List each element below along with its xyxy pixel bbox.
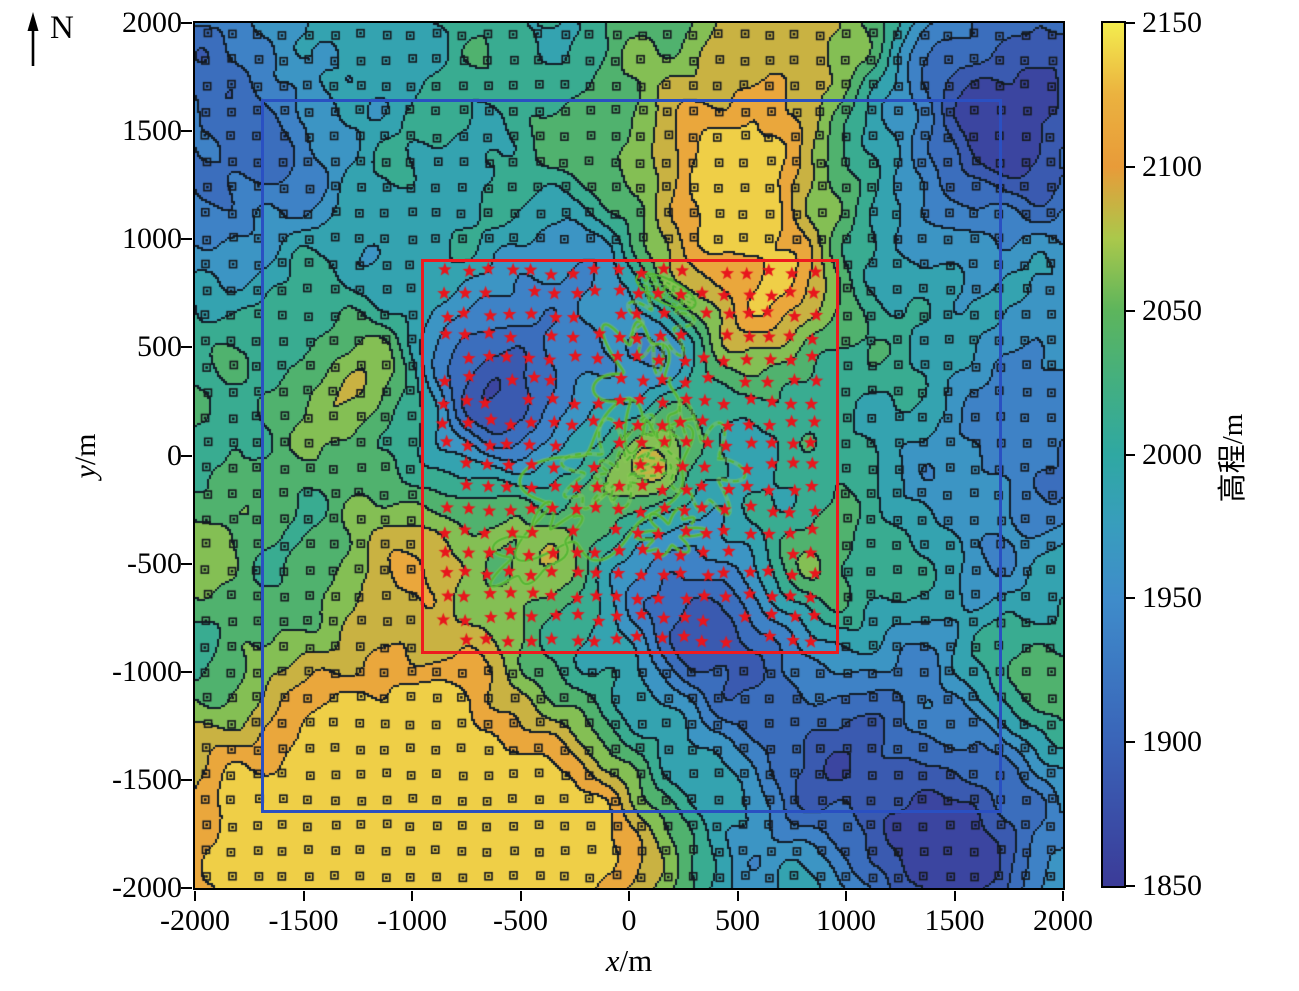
x-tick-label: -1500: [268, 904, 339, 937]
y-tick-mark: [181, 887, 192, 889]
plot-area: [193, 21, 1065, 890]
colorbar-tick-label: 1900: [1142, 725, 1202, 759]
x-tick-mark: [194, 891, 196, 901]
y-tick-label: 500: [137, 330, 182, 364]
x-tick-label: -500: [493, 904, 548, 937]
colorbar-tick-label: 2000: [1142, 437, 1202, 471]
colorbar-tick-mark: [1125, 453, 1135, 456]
x-tick-mark: [628, 891, 630, 901]
x-tick-label: 2000: [1033, 904, 1093, 937]
x-axis-variable: x: [605, 943, 620, 978]
colorbar-tick-mark: [1125, 597, 1135, 600]
x-tick-label: 1500: [924, 904, 985, 937]
y-tick-label: -2000: [112, 871, 182, 904]
y-tick-mark: [181, 778, 192, 781]
colorbar-tick-label: 2150: [1142, 6, 1202, 39]
colorbar-tick-mark: [1125, 165, 1135, 168]
y-tick-label: 0: [167, 438, 182, 472]
north-arrow: N: [20, 8, 130, 72]
y-tick-mark: [181, 238, 192, 241]
y-tick-mark: [181, 346, 192, 349]
contour-map-canvas: [195, 23, 1063, 888]
y-tick-mark: [181, 130, 192, 133]
y-tick-label: 1000: [122, 222, 182, 256]
colorbar-tick-mark: [1125, 885, 1135, 887]
y-tick-mark: [181, 670, 192, 673]
y-tick-mark: [181, 562, 192, 565]
x-tick-mark: [1062, 891, 1064, 901]
x-tick-label: -2000: [160, 904, 230, 937]
y-tick-label: 2000: [122, 6, 182, 39]
y-tick-mark: [181, 22, 192, 24]
north-label: N: [50, 10, 74, 46]
x-tick-label: 0: [621, 904, 637, 937]
x-tick-mark: [845, 891, 847, 901]
colorbar-tick-label: 1950: [1142, 581, 1202, 615]
x-tick-label: 500: [715, 904, 760, 937]
y-tick-label: -1500: [112, 762, 182, 796]
y-tick-label: 1500: [122, 114, 182, 148]
colorbar-tick-mark: [1125, 309, 1135, 312]
colorbar-tick-mark: [1125, 22, 1135, 24]
x-tick-mark: [411, 891, 413, 901]
colorbar-tick-label: 2100: [1142, 149, 1202, 183]
x-tick-label: 1000: [816, 904, 876, 937]
x-tick-mark: [736, 891, 739, 901]
y-tick-label: -500: [127, 546, 182, 580]
colorbar-tick-label: 2050: [1142, 293, 1202, 327]
colorbar-tick-label: 1850: [1142, 869, 1202, 902]
x-tick-mark: [519, 891, 522, 901]
y-tick-mark: [181, 454, 192, 457]
colorbar-tick-mark: [1125, 741, 1135, 744]
y-tick-label: -1000: [112, 654, 182, 688]
x-axis-label: x/m: [606, 943, 653, 979]
x-tick-mark: [302, 891, 305, 901]
y-axis-variable: y: [69, 465, 102, 479]
y-axis-unit: /m: [69, 433, 102, 466]
x-tick-label: -1000: [377, 904, 447, 937]
north-arrow-icon: [27, 12, 39, 66]
x-axis-unit: /m: [619, 943, 653, 978]
x-tick-mark: [953, 891, 956, 901]
colorbar: [1101, 21, 1126, 888]
